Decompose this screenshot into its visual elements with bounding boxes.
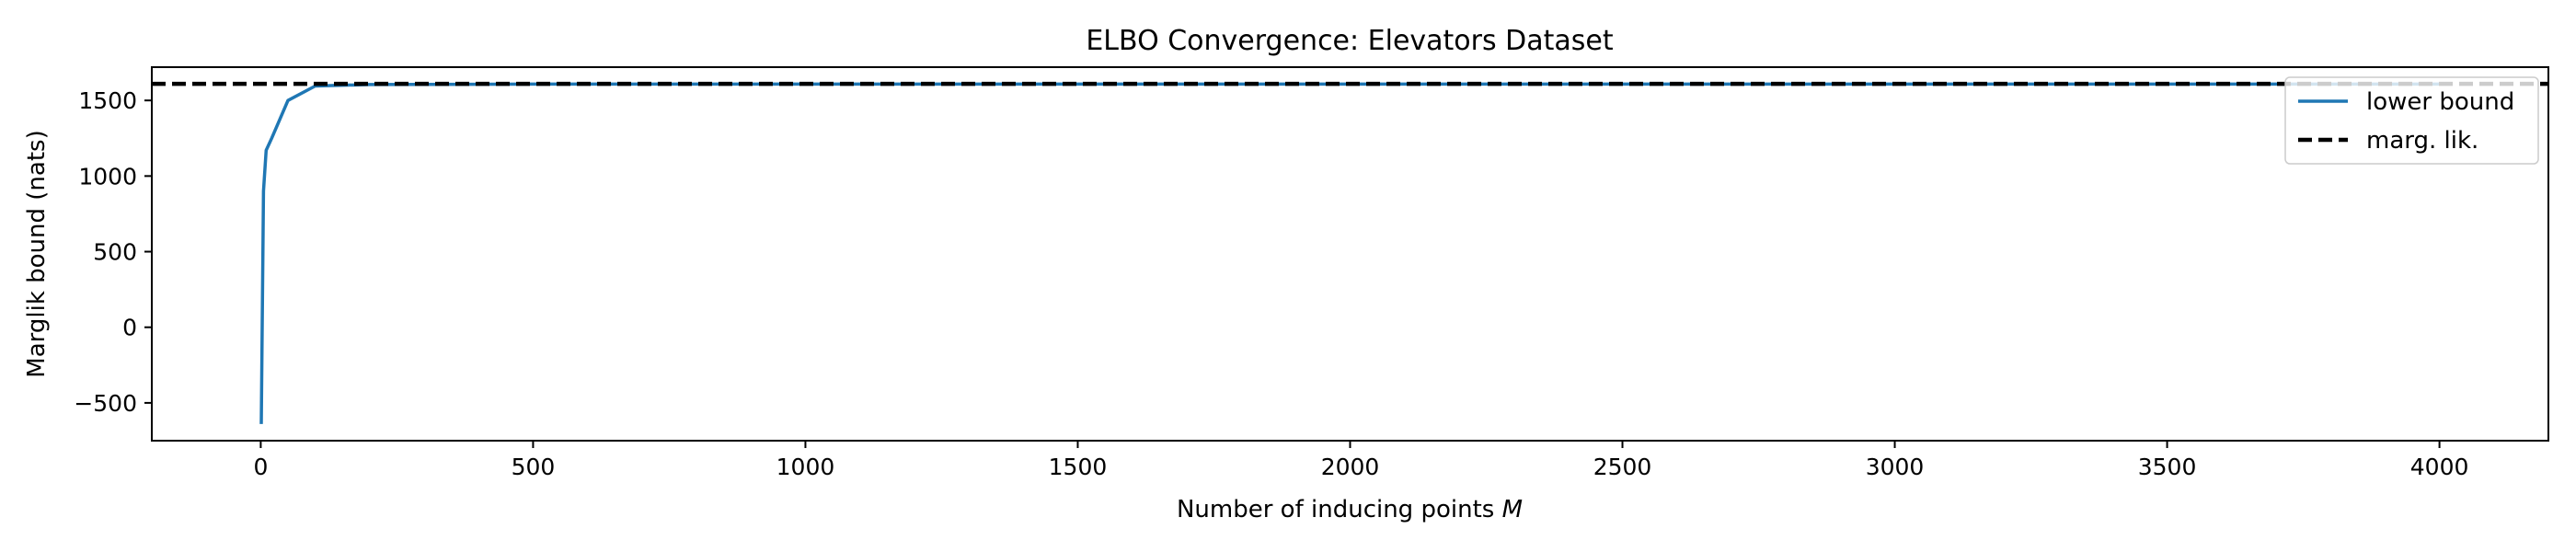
y-tick-label: 1500 <box>78 87 137 114</box>
legend-label-lower-bound: lower bound <box>2366 88 2514 116</box>
x-tick-label: 1000 <box>776 454 835 480</box>
legend-label-marg-lik: marg. lik. <box>2366 127 2478 155</box>
x-axis-label-variable: M <box>1502 496 1523 523</box>
x-tick-label: 3500 <box>2138 454 2197 480</box>
chart-title: ELBO Convergence: Elevators Dataset <box>1086 25 1614 57</box>
x-tick-label: 0 <box>253 454 268 480</box>
x-tick-label: 2000 <box>1321 454 1380 480</box>
legend-box <box>2284 76 2539 165</box>
x-tick-label: 3000 <box>1866 454 1925 480</box>
y-tick-label: −500 <box>74 390 137 417</box>
x-tick-label: 500 <box>512 454 556 480</box>
plot-frame <box>151 66 2549 442</box>
legend: lower bound marg. lik. <box>2284 76 2539 165</box>
y-tick-label: 1000 <box>78 163 137 190</box>
x-axis-label: Number of inducing points M <box>1177 496 1523 523</box>
y-axis-label: Marglik bound (nats) <box>23 130 51 377</box>
series-line-lower-bound <box>259 82 2440 424</box>
x-tick-label: 4000 <box>2410 454 2469 480</box>
y-axis: −500 0 500 1000 1500 <box>74 87 152 417</box>
plot-area <box>152 81 2548 424</box>
x-tick-label: 2500 <box>1593 454 1652 480</box>
x-axis: 0 500 1000 1500 2000 2500 3000 3500 4000 <box>253 441 2468 480</box>
x-tick-label: 1500 <box>1049 454 1108 480</box>
x-axis-label-text: Number of inducing points <box>1177 496 1502 523</box>
y-tick-label: 500 <box>93 239 137 266</box>
y-tick-label: 0 <box>122 315 137 341</box>
